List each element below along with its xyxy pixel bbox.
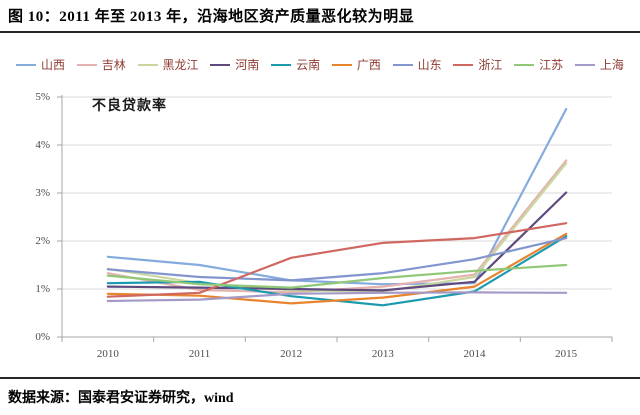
x-tick-label-2012: 2012 <box>280 348 303 360</box>
series-line-shanxi <box>106 107 568 286</box>
series-line-guangxi <box>106 232 568 305</box>
legend-line-swatch-jilin <box>76 64 97 66</box>
y-tick-label-2pct: 2% <box>35 235 50 247</box>
legend-item-heilongjiang: 黑龙江 <box>137 58 199 72</box>
legend-line-swatch-henan <box>210 64 231 66</box>
x-tick-label-2011: 2011 <box>188 348 211 360</box>
legend-item-jilin: 吉林 <box>76 58 126 72</box>
legend-item-yunnan: 云南 <box>271 59 320 71</box>
legend-label-shanxi: 山西 <box>41 58 66 72</box>
series-line-jiangsu <box>106 263 568 289</box>
legend-line-swatch-shanxi <box>16 64 36 66</box>
y-tick-label-3pct: 3% <box>35 187 50 199</box>
series-line-shandong <box>106 237 568 282</box>
x-tick-label-2013: 2013 <box>371 348 394 360</box>
legend-label-henan: 河南 <box>235 58 260 72</box>
legend-label-yunnan: 云南 <box>296 58 321 72</box>
legend-line-swatch-zhejiang <box>453 64 474 66</box>
legend-item-jiangsu: 江苏 <box>514 59 563 71</box>
chart-title: 图 10：2011 年至 2013 年，沿海地区资产质量恶化较为明显 <box>8 9 415 25</box>
legend-label-jilin: 吉林 <box>101 58 126 72</box>
x-tick-label-2010: 2010 <box>96 348 119 360</box>
chart-legend: 山西 吉林 黑龙江 河南 云南 广西 山东 浙江 江苏 上海 <box>16 58 624 72</box>
legend-label-heilongjiang: 黑龙江 <box>162 58 199 72</box>
series-line-heilongjiang <box>106 162 568 293</box>
x-tick-label-2015: 2015 <box>555 348 578 360</box>
y-tick-label-4pct: 4% <box>35 139 50 151</box>
y-axis-title: 不良贷款率 <box>92 99 167 114</box>
legend-line-swatch-shandong <box>392 64 413 66</box>
legend-item-henan: 河南 <box>210 59 259 71</box>
data-source-note: 数据来源：国泰君安证券研究，wind <box>8 391 234 406</box>
legend-line-swatch-shanghai <box>574 64 595 66</box>
legend-label-zhejiang: 浙江 <box>478 58 503 72</box>
legend-item-shandong: 山东 <box>392 58 442 72</box>
legend-line-swatch-yunnan <box>271 64 292 66</box>
title-divider <box>0 31 640 33</box>
legend-label-guangxi: 广西 <box>356 58 381 72</box>
legend-item-shanxi: 山西 <box>16 59 65 71</box>
chart-svg <box>57 95 613 342</box>
series-line-henan <box>106 191 568 292</box>
y-tick-label-1pct: 1% <box>35 283 50 295</box>
legend-line-swatch-jiangsu <box>514 64 535 66</box>
x-tick-label-2014: 2014 <box>463 348 486 360</box>
footer-divider <box>0 377 640 379</box>
legend-item-shanghai: 上海 <box>574 58 624 72</box>
legend-line-swatch-heilongjiang <box>137 64 158 66</box>
series-line-shanghai <box>106 291 568 303</box>
legend-label-shanghai: 上海 <box>599 58 624 72</box>
series-line-zhejiang <box>106 222 568 298</box>
y-tick-label-5pct: 5% <box>35 91 50 103</box>
y-tick-label-0pct: 0% <box>35 331 50 343</box>
legend-item-zhejiang: 浙江 <box>453 59 502 71</box>
legend-label-shandong: 山东 <box>417 58 442 72</box>
legend-item-guangxi: 广西 <box>331 58 381 72</box>
legend-label-jiangsu: 江苏 <box>539 58 564 72</box>
legend-line-swatch-guangxi <box>331 64 352 66</box>
